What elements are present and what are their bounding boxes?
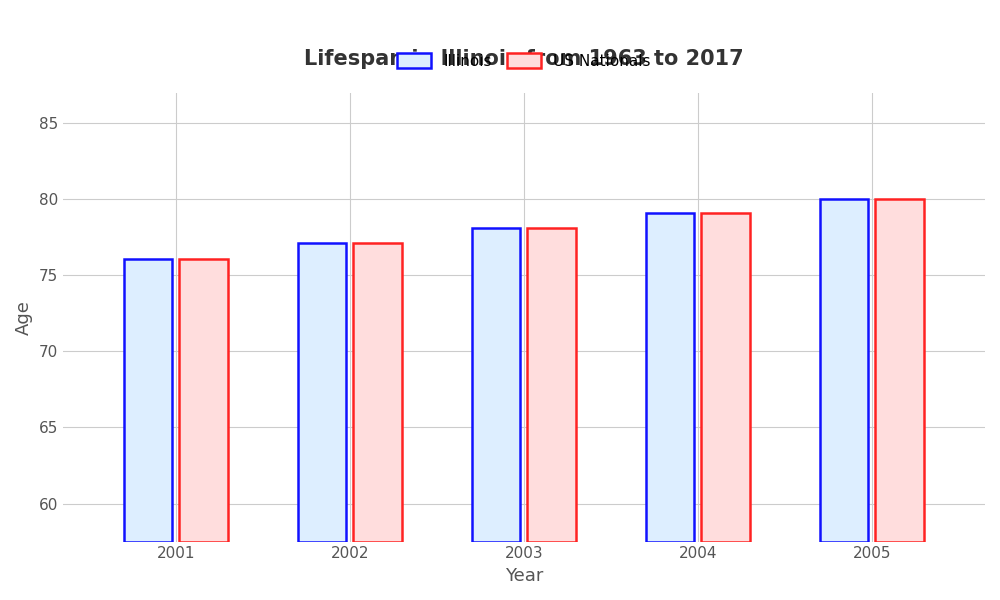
Bar — [124, 259, 172, 542]
Legend: Illinois, US Nationals: Illinois, US Nationals — [391, 47, 656, 75]
Bar — [472, 228, 520, 542]
Bar — [701, 213, 750, 542]
Title: Lifespan in Illinois from 1963 to 2017: Lifespan in Illinois from 1963 to 2017 — [304, 49, 744, 69]
Bar — [820, 199, 868, 542]
Bar — [875, 199, 924, 542]
X-axis label: Year: Year — [505, 567, 543, 585]
Bar — [527, 228, 576, 542]
Bar — [179, 259, 228, 542]
Y-axis label: Age: Age — [15, 300, 33, 335]
Bar — [298, 244, 346, 542]
Bar — [353, 244, 402, 542]
Bar — [646, 213, 694, 542]
